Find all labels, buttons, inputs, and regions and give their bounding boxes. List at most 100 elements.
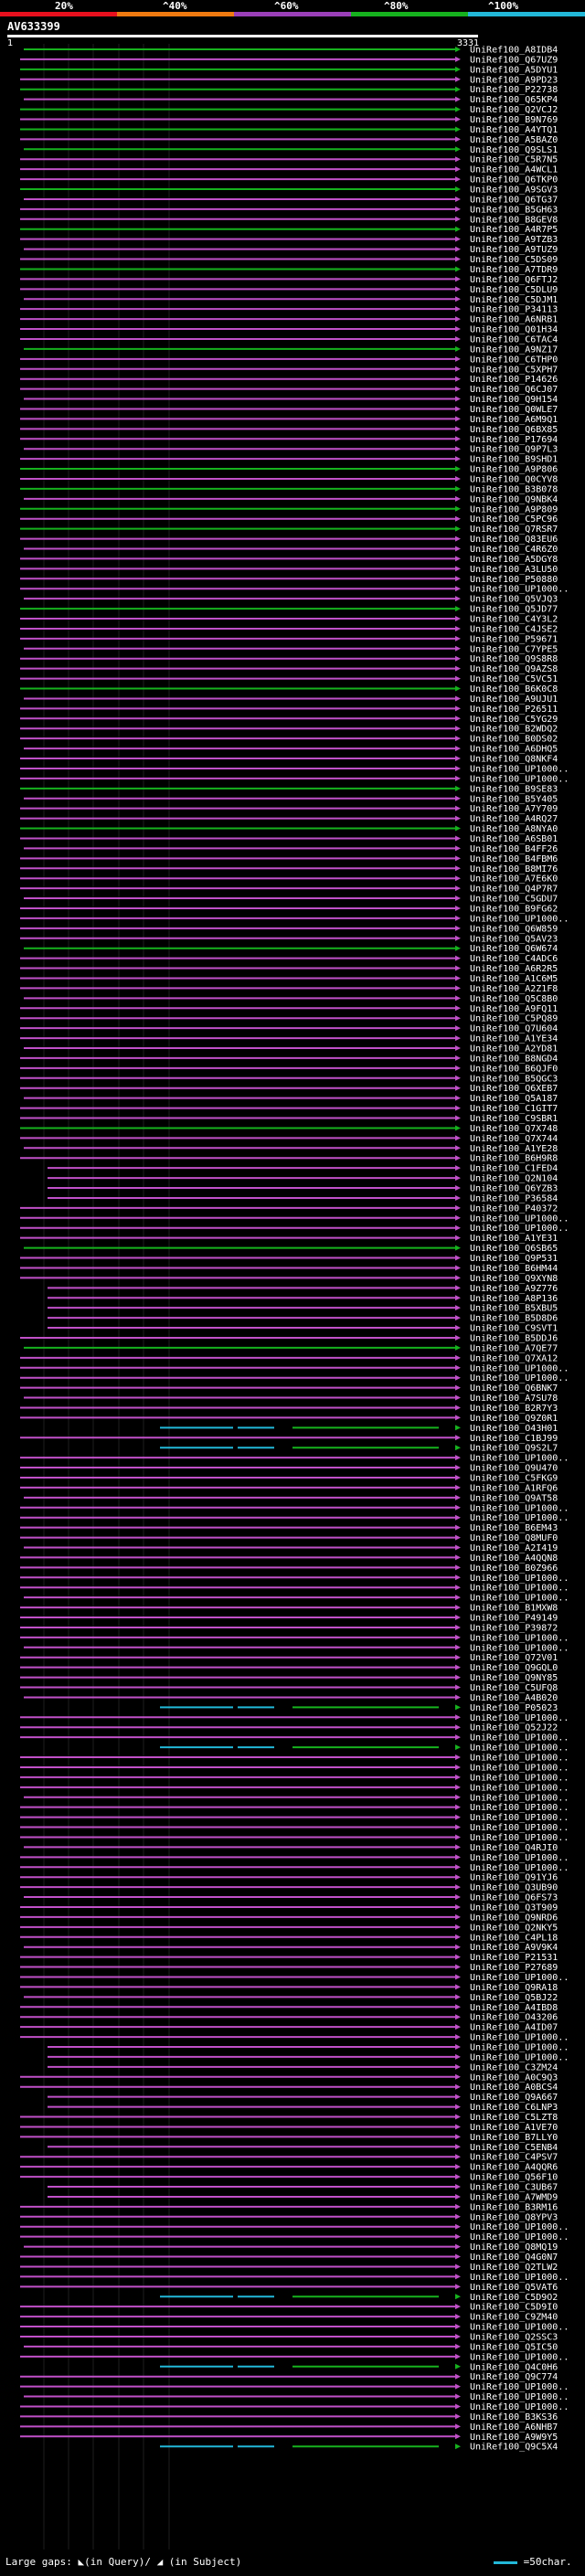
hit-row: UniRef100_P22738 (20, 85, 558, 95)
hit-row: UniRef100_B5QGC3 (20, 1074, 558, 1084)
hit-row: UniRef100_Q9U470 (20, 1464, 558, 1474)
hit-arrow-icon (455, 2413, 461, 2420)
hit-label: UniRef100_B5Y405 (470, 794, 558, 804)
hit-arrow-icon (455, 1305, 461, 1311)
hit-arrow-icon (455, 875, 461, 882)
hit-row: UniRef100_Q9NRD6 (20, 1913, 558, 1923)
hit-arrow-icon (455, 1964, 461, 1970)
hit-label: UniRef100_Q65KP4 (470, 95, 558, 105)
hit-row: UniRef100_Q7XA12 (20, 1353, 558, 1363)
hit-arrow-icon (455, 1494, 461, 1500)
hit-arrow-icon (455, 625, 461, 631)
hit-row: UniRef100_A6NRB1 (20, 315, 558, 325)
hit-arrow-icon (455, 316, 461, 323)
hit-row: UniRef100_UP1000.. (20, 1973, 569, 1983)
hit-label: UniRef100_A4QQN8 (470, 1553, 558, 1564)
hit-row: UniRef100_UP1000.. (20, 2352, 569, 2362)
hit-arrow-icon (455, 2243, 461, 2250)
hit-label: UniRef100_Q6SB65 (470, 1244, 558, 1254)
hit-arrow-icon (455, 116, 461, 122)
hit-arrow-icon (455, 1784, 461, 1790)
hit-row: UniRef100_Q5BJ22 (24, 1993, 558, 2003)
hit-arrow-icon (455, 76, 461, 82)
hit-arrow-icon (455, 756, 461, 762)
hit-row: UniRef100_Q6BX85 (20, 425, 558, 435)
hit-arrow-icon (455, 1165, 461, 1171)
hit-label: UniRef100_A6NRB1 (470, 315, 558, 325)
hit-row: UniRef100_Q7X748 (20, 1124, 558, 1134)
hit-row: UniRef100_A7SU78 (24, 1394, 558, 1404)
hit-row: UniRef100_Q6W859 (20, 924, 558, 934)
hit-arrow-icon (455, 1295, 461, 1301)
hit-arrow-icon (455, 2223, 461, 2230)
hit-label: UniRef100_UP1000.. (470, 1513, 569, 1523)
hit-row: UniRef100_Q2NKY5 (20, 1923, 558, 1933)
hit-row: UniRef100_B5GH63 (20, 205, 558, 215)
hit-label: UniRef100_C5R7N5 (470, 155, 558, 165)
hit-label: UniRef100_A7QE77 (470, 1343, 558, 1353)
hit-label: UniRef100_Q3T909 (470, 1903, 558, 1913)
hit-label: UniRef100_B8NGD4 (470, 1054, 558, 1064)
hit-row: UniRef100_B2WDQ2 (20, 725, 558, 735)
hit-row: UniRef100_Q3UB90 (20, 1883, 558, 1893)
hit-arrow-icon (455, 186, 461, 193)
hit-arrow-icon (455, 246, 461, 252)
hit-label: UniRef100_C3UB67 (470, 2183, 558, 2193)
hit-label: UniRef100_A1RFQ6 (470, 1483, 558, 1493)
hit-row: UniRef100_C5GDU7 (24, 895, 558, 905)
hit-label: UniRef100_P14626 (470, 375, 558, 385)
hit-label: UniRef100_P40372 (470, 1203, 558, 1214)
hit-row: UniRef100_A9P806 (20, 465, 558, 475)
hit-label: UniRef100_A1C6M5 (470, 974, 558, 984)
hit-label: UniRef100_A9SGV3 (470, 186, 558, 196)
hit-arrow-icon (455, 406, 461, 412)
hit-arrow-icon (455, 2044, 461, 2050)
hit-label: UniRef100_A6R2R5 (470, 964, 558, 974)
hit-label: UniRef100_UP1000.. (470, 774, 569, 784)
hit-row: UniRef100_UP1000.. (20, 1373, 569, 1383)
hit-arrow-icon (455, 815, 461, 822)
hit-row: UniRef100_A2YD81 (24, 1044, 558, 1055)
hit-arrow-icon (455, 286, 461, 292)
hit-arrow-icon (455, 1734, 461, 1741)
hit-label: UniRef100_Q8MQ19 (470, 2242, 558, 2253)
hit-row: UniRef100_B8MI76 (20, 864, 558, 875)
hit-row: UniRef100_Q5VAT6 (20, 2283, 558, 2293)
hit-arrow-icon (455, 426, 461, 432)
hit-arrow-icon (455, 1634, 461, 1640)
hit-row: UniRef100_B5XBU5 (48, 1304, 558, 1314)
hit-row: UniRef100_A4QQR6 (20, 2163, 558, 2173)
hit-arrow-icon (455, 1984, 461, 1990)
hit-row: UniRef100_UP1000.. (20, 1733, 569, 1744)
hit-row: UniRef100_UP1000.. (20, 2232, 569, 2242)
hit-arrow-icon (455, 835, 461, 842)
hit-arrow-icon (455, 1974, 461, 1980)
hit-row: UniRef100_Q6CJ07 (20, 385, 558, 395)
hit-row: UniRef100_Q72V01 (20, 1653, 558, 1663)
hit-label: UniRef100_A9W9Y5 (470, 2433, 558, 2443)
hit-label: UniRef100_B8GEV8 (470, 215, 558, 225)
hit-arrow-icon (455, 216, 461, 222)
hit-row: UniRef100_Q8NKF4 (20, 755, 558, 765)
hit-row: UniRef100_A9V9K4 (24, 1943, 558, 1953)
hit-arrow-icon (455, 1764, 461, 1770)
hit-row: UniRef100_Q7U604 (20, 1024, 558, 1034)
hit-label: UniRef100_UP1000.. (470, 764, 569, 774)
hit-arrow-icon (455, 1994, 461, 2000)
hit-label: UniRef100_Q8YPV3 (470, 2212, 558, 2222)
hit-arrow-icon (455, 416, 461, 422)
hit-label: UniRef100_Q6W859 (470, 924, 558, 934)
hit-label: UniRef100_P17694 (470, 435, 558, 445)
hit-label: UniRef100_A5DGY8 (470, 555, 558, 565)
hit-row: UniRef100_Q4P7R7 (20, 885, 558, 895)
hit-label: UniRef100_UP1000.. (470, 1833, 569, 1843)
hit-label: UniRef100_B6HM44 (470, 1264, 558, 1274)
hit-arrow-icon (455, 1425, 461, 1431)
hit-row: UniRef100_P59671 (20, 634, 558, 644)
hit-label: UniRef100_A8NYA0 (470, 824, 558, 834)
hit-label: UniRef100_C6THP0 (470, 355, 558, 365)
hit-row: UniRef100_B8NGD4 (20, 1054, 558, 1064)
hit-row: UniRef100_Q7RSR7 (20, 525, 558, 535)
hit-arrow-icon (455, 355, 461, 362)
hit-row: UniRef100_Q9Z0R1 (20, 1414, 558, 1424)
